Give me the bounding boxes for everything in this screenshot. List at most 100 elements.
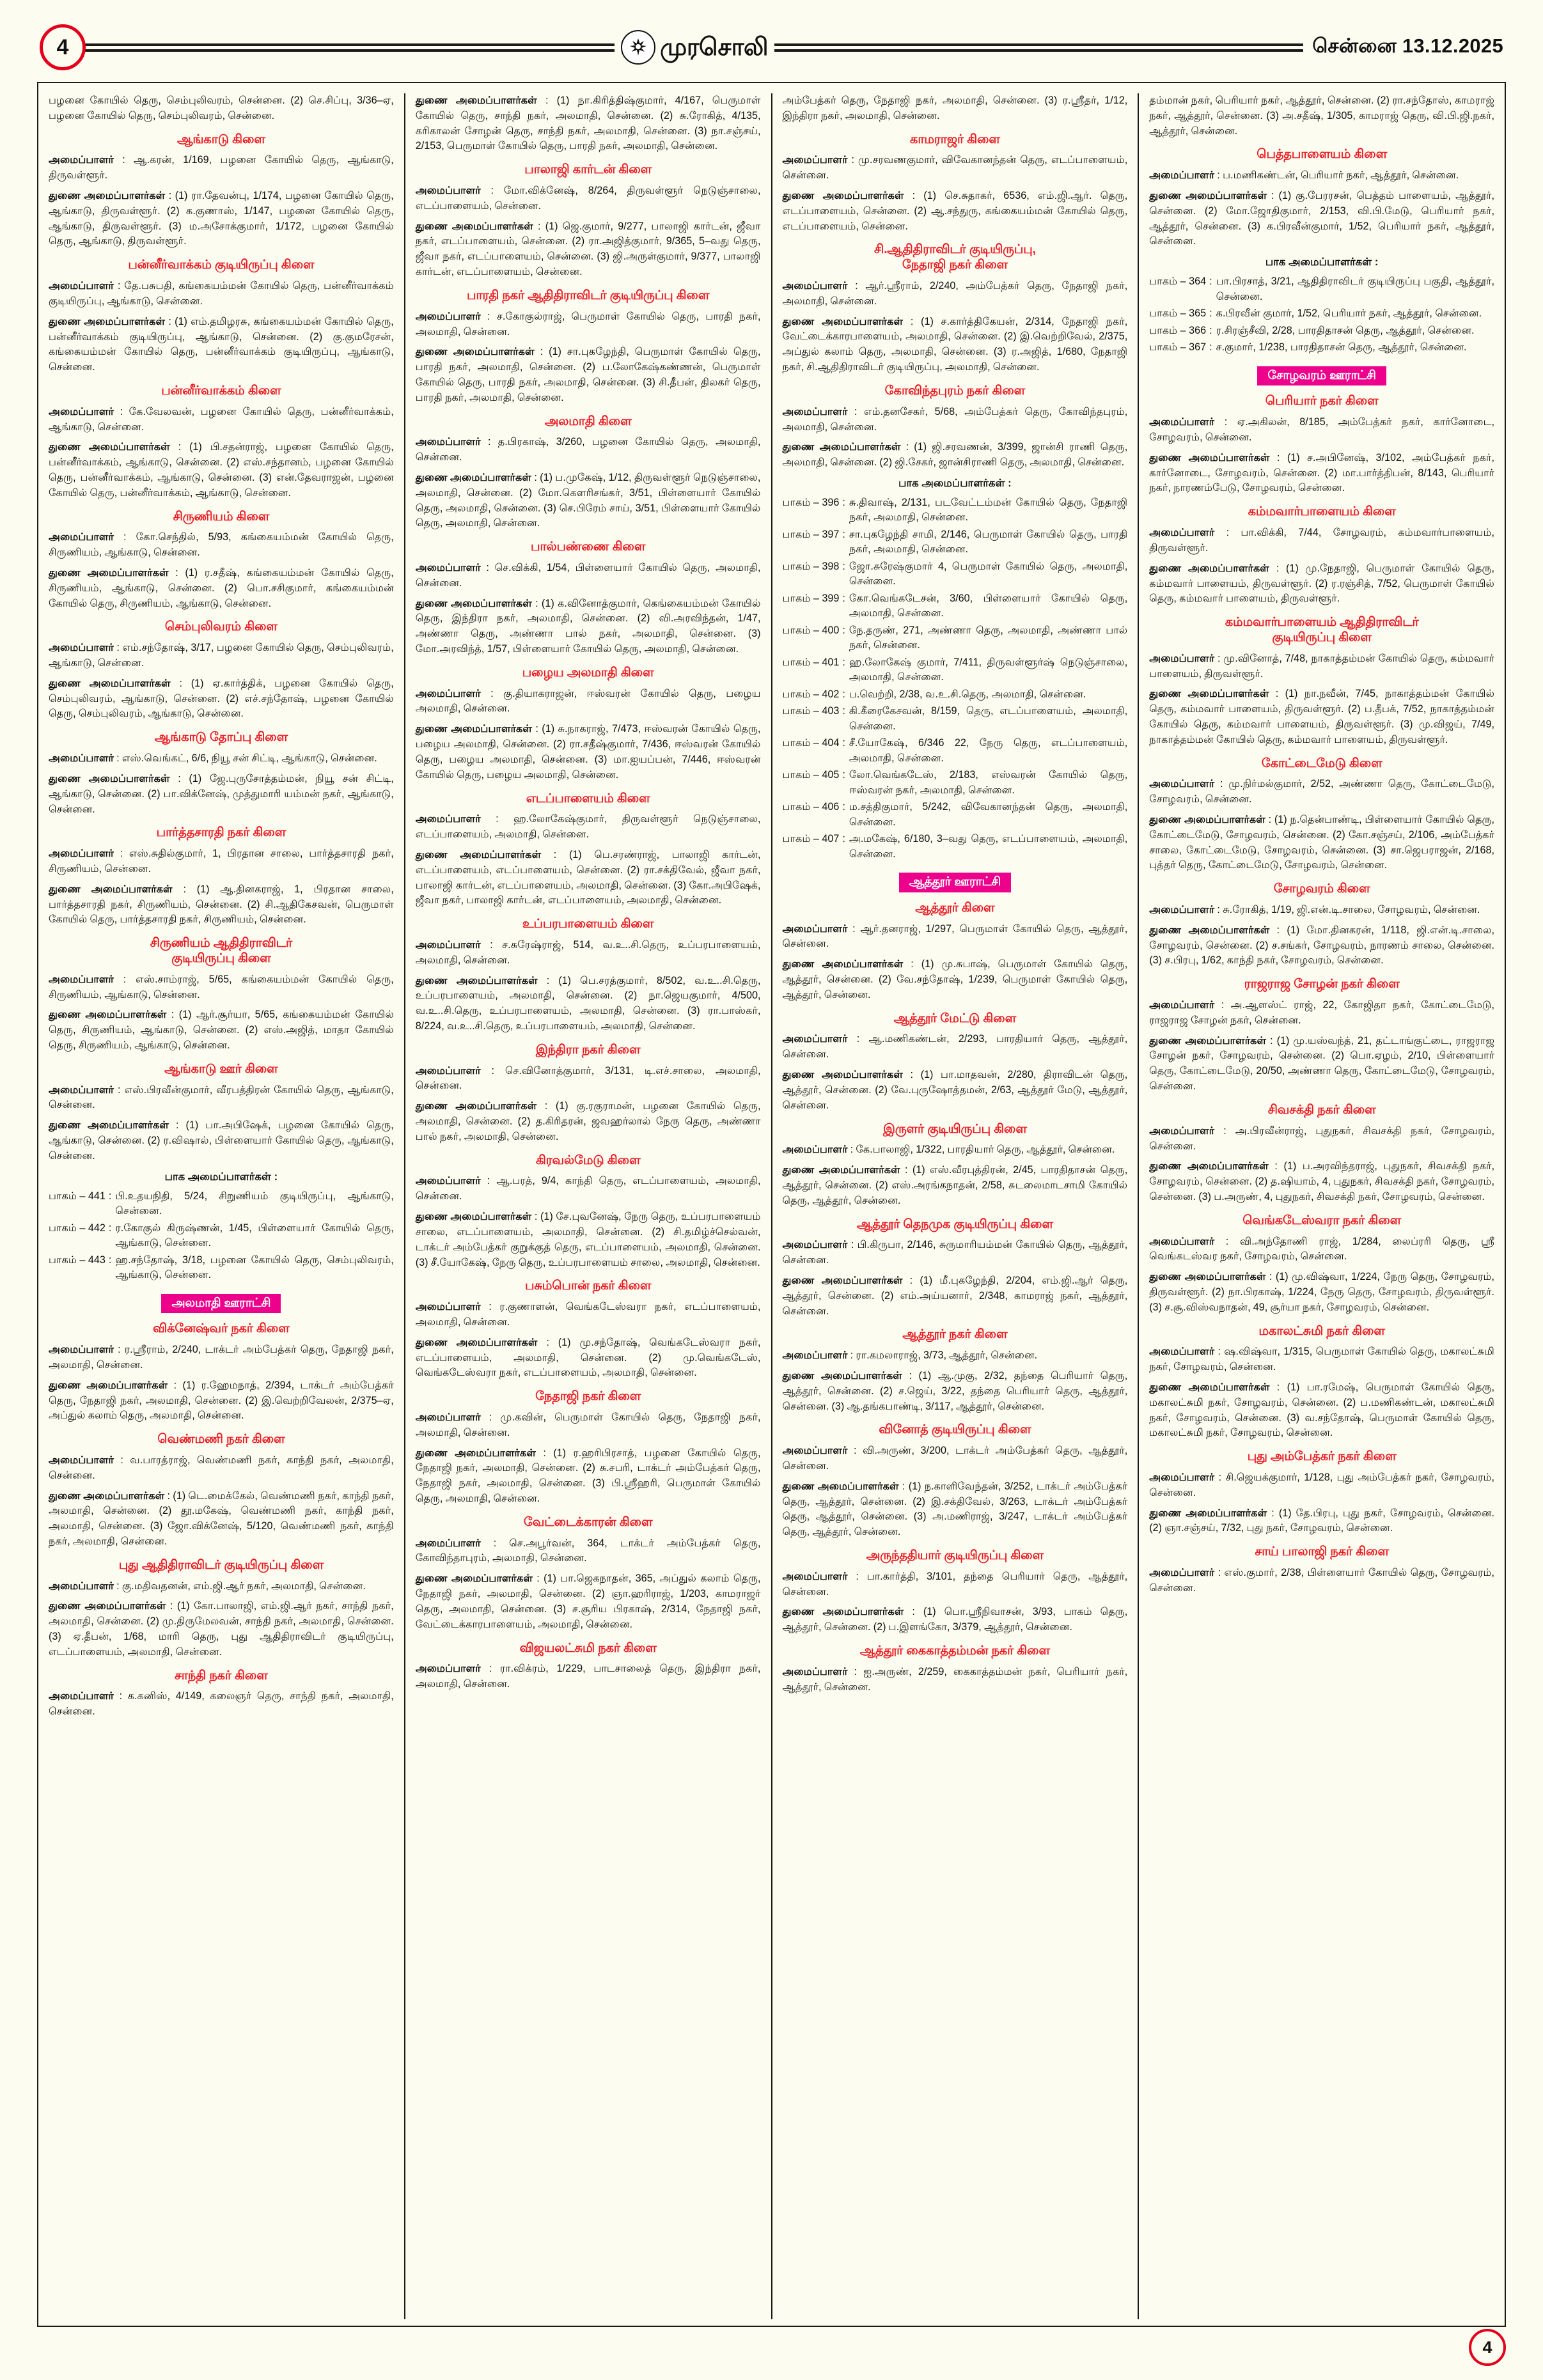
entry-role-label: அமைப்பாளர் (1149, 652, 1215, 664)
entry-paragraph: அமைப்பாளர் : எஸ்.குமார், 2/38, பிள்ளையார… (1149, 1567, 1494, 1594)
part-organizer-row: பாகம் – 366: ர.சிரஞ்சீவி, 2/28, பாரதிதாசன… (1149, 323, 1494, 338)
entry-paragraph: அமைப்பாளர் : கு.மதிவதனன், எம்.ஜி.ஆர் நகர… (49, 1580, 366, 1592)
column-4: தம்மான் நகர், பெரியார் நகர், ஆத்தூர், செ… (1138, 93, 1505, 2319)
entry-role-label: அமைப்பாளர் (415, 436, 481, 448)
part-number-label: பாகம் – 400 (782, 624, 840, 636)
branch-heading: சிருணியம் ஆதிதிராவிடர் குடியிருப்பு கிளை (150, 936, 293, 965)
part-number-label: பாகம் – 399 (782, 592, 840, 604)
part-organizer-detail: நே.தருண், 271, அண்ணா தெரு, அலமாதி, அண்ணா… (849, 624, 1128, 651)
branch-heading: ராஜராஜ சோழன் நகர் கிளை (1244, 977, 1400, 992)
branch-heading: இந்திரா நகர் கிளை (535, 1042, 641, 1057)
entry-paragraph: அமைப்பாளர் : எஸ்.பிரவீன்குமார், வீரபத்தி… (49, 1084, 394, 1111)
branch-heading: ஆங்காடு தோப்பு கிளை (154, 730, 288, 745)
entry-role-label: அமைப்பாளர் (782, 154, 848, 166)
branch-heading: கம்மவார்பாளையம் கிளை (1248, 504, 1396, 519)
branch-heading: பாரதி நகர் ஆதிதிராவிடர் குடியிருப்பு கிள… (467, 288, 710, 302)
branch-heading: ஆத்தூர் கைகாத்தம்மன் நகர் கிளை (859, 1644, 1050, 1658)
branch-heading: பழைய அலமாதி கிளை (522, 665, 654, 680)
entry-role-label: அமைப்பாளர் (782, 1349, 848, 1362)
branch-heading: ஆத்தூர் கிளை (915, 900, 995, 915)
entry-paragraph: அமைப்பாளர் : ஏ.அகிலன், 8/185, அம்பேத்கர்… (1149, 416, 1494, 444)
part-colon: : (842, 737, 845, 749)
branch-heading: ஆத்தூர் தெநமுக குடியிருப்பு கிளை (856, 1217, 1053, 1231)
entry-role-label: அமைப்பாளர் (1149, 416, 1215, 428)
entry-paragraph: துணை அமைப்பாளர்கள் : (1) ஆ.தினகராஜ், 1, … (49, 883, 394, 926)
entry-paragraph: அமைப்பாளர் : கு.தியாகராஜன், ஈஸ்வரன் கோயி… (415, 687, 761, 715)
entry-role-label: துணை அமைப்பாளர்கள் (782, 1480, 899, 1492)
branch-heading: பார்த்தசாரதி நகர் கிளை (156, 825, 286, 840)
entry-role-label: துணை அமைப்பாளர்கள் (415, 1573, 533, 1585)
branch-heading: மகாலட்சுமி நகர் கிளை (1258, 1323, 1385, 1338)
footer-page-number-text: 4 (1482, 2337, 1492, 2357)
entry-role-label: அமைப்பாளர் (782, 1239, 848, 1251)
part-organizer-row: பாகம் – 364: பா.பிரசாத், 3/21, ஆதிதிராவிட… (1149, 274, 1494, 304)
entry-paragraph: அமைப்பாளர் : கோ.செந்தில், 5/93, கங்கையம்… (49, 531, 394, 559)
part-organizer-detail: ஹ.சந்தோஷ், 3/18, பழனை கோயில் தெரு, செம்ப… (115, 1254, 394, 1281)
part-colon: : (842, 705, 845, 717)
entry-paragraph: அமைப்பாளர் : மு.வினோத், 7/48, நாகாத்தம்ம… (1149, 652, 1494, 680)
entry-role-label: அமைப்பாளர் (49, 973, 114, 985)
entry-role-label: துணை அமைப்பாளர்கள் (782, 1369, 902, 1381)
entry-role-label: துணை அமைப்பாளர்கள் (1149, 1160, 1269, 1172)
part-organizer-detail: கோ.வெங்கடேசன், 3/60, பிள்ளையார் கோயில் த… (849, 592, 1128, 619)
branch-heading: ஆத்தூர் மேட்டு கிளை (893, 1011, 1016, 1025)
entry-paragraph: துணை அமைப்பாளர்கள் : (1) மு.சுபாஷ், பெரு… (782, 958, 1128, 1000)
entry-paragraph: அமைப்பாளர் : வி.அருண், 3/200, டாக்டர் அம… (782, 1445, 1128, 1472)
entry-role-label: அமைப்பாளர் (1149, 527, 1215, 539)
entry-role-label: அமைப்பாளர் (49, 1084, 114, 1096)
entry-role-label: அமைப்பாளர் (782, 922, 848, 935)
branch-heading: பால்பண்ணை கிளை (530, 540, 646, 554)
branch-heading: சாய் பாலாஜி நகர் கிளை (1255, 1544, 1389, 1559)
branch-heading: பன்னீர்வாக்கம் குடியிருப்பு கிளை (128, 258, 315, 272)
entry-role-label: துணை அமைப்பாளர்கள் (415, 1336, 538, 1348)
entry-paragraph: துணை அமைப்பாளர்கள் : (1) பா.ரமேஷ், பெரும… (1149, 1381, 1494, 1439)
entry-paragraph: துணை அமைப்பாளர்கள் : (1) ர.ஹரிபிரசாத், ப… (415, 1447, 761, 1505)
branch-heading: சிருணியம் கிளை (173, 509, 270, 524)
entry-role-label: துணை அமைப்பாளர்கள் (49, 1489, 165, 1502)
entry-role-label: அமைப்பாளர் (782, 280, 848, 292)
branch-heading: வேட்டைக்காரன் கிளை (523, 1514, 653, 1529)
entry-paragraph: அமைப்பாளர் : மோ.விக்னேஷ், 8/264, திருவள்… (415, 185, 761, 212)
entry-role-label: துணை அமைப்பாளர்கள் (49, 772, 170, 784)
page-number-text: 4 (56, 35, 69, 59)
part-organizer-row: பாகம் – 401: ஹ.லோகேஷ் குமார், 7/411, திரு… (783, 655, 1128, 685)
entry-role-label: அமைப்பாளர் (415, 562, 481, 573)
entry-role-label: துணை அமைப்பாளர்கள் (1149, 1034, 1267, 1046)
part-colon: : (1209, 324, 1212, 336)
entry-role-label: அமைப்பாளர் (782, 1570, 848, 1582)
part-number-label: பாகம் – 442 (49, 1222, 106, 1234)
entry-paragraph: அமைப்பாளர் : மு.நிர்மல்குமார், 2/52, அண்… (1149, 778, 1494, 805)
entry-role-label: துணை அமைப்பாளர்கள் (415, 95, 537, 106)
entry-role-label: துணை அமைப்பாளர்கள் (415, 974, 538, 986)
entry-paragraph: அமைப்பாளர் : அ.ஆளஸ்ட் ராஜ், 22, கோஜிதா ந… (1149, 999, 1494, 1026)
part-number-label: பாகம் – 367 (1149, 341, 1207, 354)
entry-role-label: துணை அமைப்பாளர்கள் (415, 1447, 536, 1459)
entry-paragraph: அமைப்பாளர் : எஸ்.சாம்ராஜ், 5/65, கங்கையம… (49, 973, 394, 1000)
column-3: அம்பேத்கர் தெரு, நேதாஜி நகர், அலமாதி, செ… (771, 93, 1138, 2319)
entry-role-label: அமைப்பாளர் (49, 280, 114, 292)
entry-role-label: துணை அமைப்பாளர்கள் (49, 677, 171, 689)
branch-heading: ஆங்காடு கிளை (176, 132, 265, 146)
entry-role-label: அமைப்பாளர் (49, 1454, 114, 1466)
entry-role-label: அமைப்பாளர் (1149, 778, 1215, 790)
entry-paragraph: அமைப்பாளர் : சி.ஜெயக்குமார், 1/128, புது… (1149, 1472, 1494, 1498)
entry-paragraph: துணை அமைப்பாளர்கள் : (1) நா.கிரித்திஷ்கு… (415, 95, 761, 152)
entry-paragraph: அமைப்பாளர் : ரா.கமலாராஜ், 3/73, ஆத்தூர்,… (782, 1349, 1038, 1362)
entry-role-label: அமைப்பாளர் (49, 752, 114, 765)
entry-role-label: அமைப்பாளர் (49, 531, 114, 543)
entry-paragraph: அமைப்பாளர் : அ.பிரவீன்ராஜ், புதுநகர், சி… (1149, 1124, 1494, 1152)
part-number-label: பாகம் – 364 (1149, 276, 1207, 288)
entry-paragraph: அமைப்பாளர் : மு.கவின், பெருமாள் கோயில் த… (415, 1411, 761, 1438)
entry-role-label: அமைப்பாளர் (49, 642, 114, 654)
part-number-label: பாகம் – 397 (782, 528, 840, 540)
part-number-label: பாகம் – 407 (782, 833, 840, 845)
entry-role-label: துணை அமைப்பாளர்கள் (782, 958, 904, 970)
entry-paragraph: அமைப்பாளர் : ச.கோகுல்ராஜ், பெருமாள் கோயி… (415, 310, 761, 338)
entry-role-label: துணை அமைப்பாளர்கள் (1149, 813, 1265, 825)
part-colon: : (842, 769, 845, 781)
branch-heading: வெங்கடேஸ்வரா நகர் கிளை (1242, 1213, 1402, 1227)
entry-role-label: துணை அமைப்பாளர்கள் (1149, 451, 1270, 463)
branch-heading: பெத்தபாளையம் கிளை (1257, 147, 1387, 162)
part-organizer-row: பாகம் – 398: ஜோ.சுரேஷ்குமார் 4, பெருமாள் … (783, 559, 1128, 589)
